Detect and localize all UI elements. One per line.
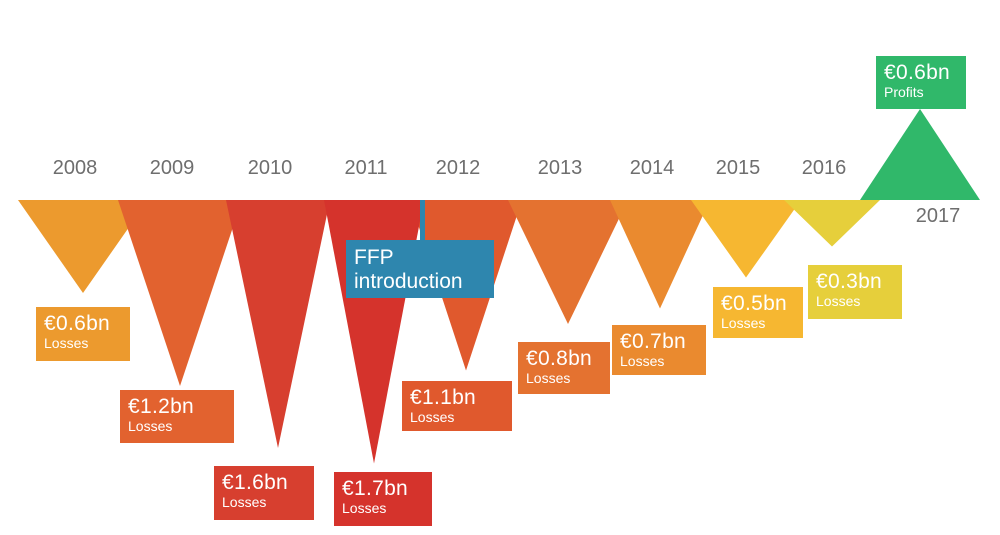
bar-2010 xyxy=(226,200,330,448)
value-kind: Profits xyxy=(884,84,924,100)
value-kind: Losses xyxy=(222,494,267,510)
value-label-2013: €0.8bn Losses xyxy=(518,342,610,394)
ffp-annotation: FFP introduction xyxy=(346,240,494,298)
value-kind: Losses xyxy=(410,409,455,425)
value-label-2012: €1.1bn Losses xyxy=(402,381,512,431)
value-label-2010: €1.6bn Losses xyxy=(214,466,314,520)
bar-2013 xyxy=(508,200,628,324)
year-label-2010: 2010 xyxy=(247,157,293,179)
ffp-marker-line xyxy=(420,200,425,242)
value-amount: €1.1bn xyxy=(410,386,477,409)
value-label-2011: €1.7bn Losses xyxy=(334,472,432,526)
bar-2017 xyxy=(860,109,980,200)
value-amount: €1.7bn xyxy=(342,477,409,500)
value-kind: Losses xyxy=(44,335,89,351)
year-label-2012: 2012 xyxy=(435,157,481,179)
year-label-2015: 2015 xyxy=(715,157,761,179)
value-label-2017: €0.6bn Profits xyxy=(876,56,966,109)
year-label-2009: 2009 xyxy=(149,157,195,179)
value-label-2015: €0.5bn Losses xyxy=(713,287,803,338)
year-label-2008: 2008 xyxy=(52,157,98,179)
bar-2008 xyxy=(18,200,148,293)
value-amount: €0.3bn xyxy=(816,270,883,293)
year-label-2016: 2016 xyxy=(801,157,847,179)
value-amount: €1.2bn xyxy=(128,395,195,418)
year-label-2011: 2011 xyxy=(344,157,388,179)
year-label-2017: 2017 xyxy=(915,205,961,227)
value-kind: Losses xyxy=(342,500,387,516)
value-amount: €0.5bn xyxy=(721,292,788,315)
value-label-2008: €0.6bn Losses xyxy=(36,307,130,361)
value-amount: €0.7bn xyxy=(620,330,687,353)
value-kind: Losses xyxy=(128,418,173,434)
bar-2016 xyxy=(784,200,880,247)
value-amount: €0.6bn xyxy=(44,312,111,335)
value-kind: Losses xyxy=(816,293,861,309)
value-label-2016: €0.3bn Losses xyxy=(808,265,902,319)
bar-2015 xyxy=(691,200,801,278)
value-label-2014: €0.7bn Losses xyxy=(612,325,706,375)
value-kind: Losses xyxy=(721,315,766,331)
bar-2009 xyxy=(118,200,242,386)
value-amount: €1.6bn xyxy=(222,471,289,494)
year-label-2013: 2013 xyxy=(537,157,583,179)
year-label-2014: 2014 xyxy=(629,157,675,179)
value-label-2009: €1.2bn Losses xyxy=(120,390,234,443)
bar-2014 xyxy=(610,200,710,309)
value-amount: €0.8bn xyxy=(526,347,593,370)
value-kind: Losses xyxy=(620,353,665,369)
value-amount: €0.6bn xyxy=(884,61,951,84)
value-kind: Losses xyxy=(526,370,571,386)
